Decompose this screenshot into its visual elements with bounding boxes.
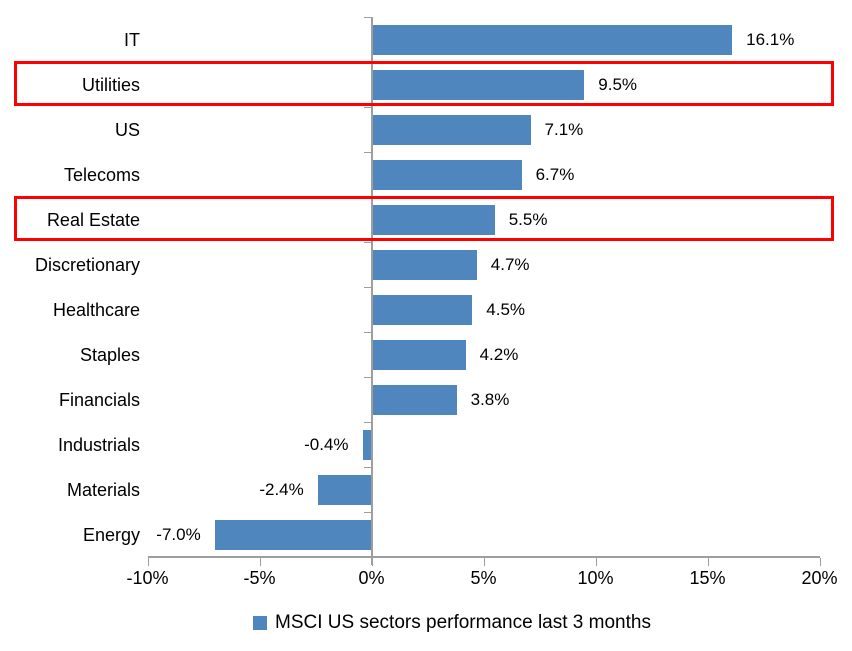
x-axis-line [147, 556, 820, 558]
y-axis-tick [363, 422, 371, 423]
category-label-real-estate: Real Estate [46, 209, 140, 230]
x-axis-tick [371, 558, 373, 566]
value-label-telecoms: 6.7% [535, 164, 575, 184]
y-axis-tick [363, 152, 371, 153]
y-axis-tick [363, 512, 371, 513]
legend-label: MSCI US sectors performance last 3 month… [275, 612, 651, 633]
y-axis-tick [363, 107, 371, 108]
value-label-financials: 3.8% [470, 389, 510, 409]
x-axis-tick-label: -5% [243, 568, 276, 588]
value-label-it: 16.1% [746, 29, 795, 49]
x-axis-tick [707, 558, 709, 566]
highlight-box-utilities [14, 61, 834, 106]
category-label-materials: Materials [66, 479, 140, 500]
category-label-energy: Energy [82, 524, 140, 545]
bar-industrials [362, 429, 372, 460]
value-label-real-estate: 5.5% [508, 209, 548, 229]
y-axis-tick [363, 467, 371, 468]
value-label-healthcare: 4.5% [486, 299, 526, 319]
bar-utilities [371, 69, 585, 100]
x-axis-tick [819, 558, 821, 566]
category-label-staples: Staples [79, 344, 140, 365]
bar-real-estate [371, 204, 495, 235]
x-axis-tick-label: -10% [126, 568, 169, 588]
value-label-us: 7.1% [544, 119, 584, 139]
value-label-industrials: -0.4% [304, 434, 349, 454]
category-label-discretionary: Discretionary [34, 254, 140, 275]
x-axis-tick [147, 558, 149, 566]
bar-staples [371, 339, 466, 370]
bar-discretionary [371, 249, 477, 280]
category-label-telecoms: Telecoms [63, 164, 140, 185]
x-axis-tick [595, 558, 597, 566]
x-axis-tick-label: 5% [470, 568, 497, 588]
legend: MSCI US sectors performance last 3 month… [52, 611, 852, 635]
value-label-materials: -2.4% [259, 479, 304, 499]
y-axis-tick [363, 242, 371, 243]
value-label-utilities: 9.5% [598, 74, 638, 94]
x-axis-tick-label: 10% [577, 568, 614, 588]
y-axis-line [370, 17, 373, 565]
x-axis-tick-label: 0% [358, 568, 385, 588]
bar-materials [317, 474, 372, 505]
y-axis-tick [363, 17, 371, 18]
value-label-discretionary: 4.7% [490, 254, 530, 274]
bar-energy [214, 519, 372, 550]
bar-us [371, 114, 531, 145]
highlight-box-real-estate [14, 196, 834, 241]
y-axis-tick [363, 287, 371, 288]
x-axis-tick-label: 20% [801, 568, 838, 588]
category-label-healthcare: Healthcare [52, 299, 140, 320]
x-axis-tick [259, 558, 261, 566]
y-axis-tick [363, 332, 371, 333]
value-label-staples: 4.2% [479, 344, 519, 364]
category-label-utilities: Utilities [81, 74, 140, 95]
y-axis-tick [363, 377, 371, 378]
bar-healthcare [371, 294, 473, 325]
category-label-industrials: Industrials [57, 434, 140, 455]
category-label-financials: Financials [58, 389, 140, 410]
value-label-energy: -7.0% [156, 524, 201, 544]
legend-swatch-icon [253, 616, 268, 630]
category-label-it: IT [124, 29, 140, 50]
category-label-us: US [114, 119, 140, 140]
x-axis-tick [483, 558, 485, 566]
bar-telecoms [371, 159, 522, 190]
bar-it [371, 24, 733, 55]
x-axis-tick-label: 15% [689, 568, 726, 588]
bar-financials [371, 384, 457, 415]
